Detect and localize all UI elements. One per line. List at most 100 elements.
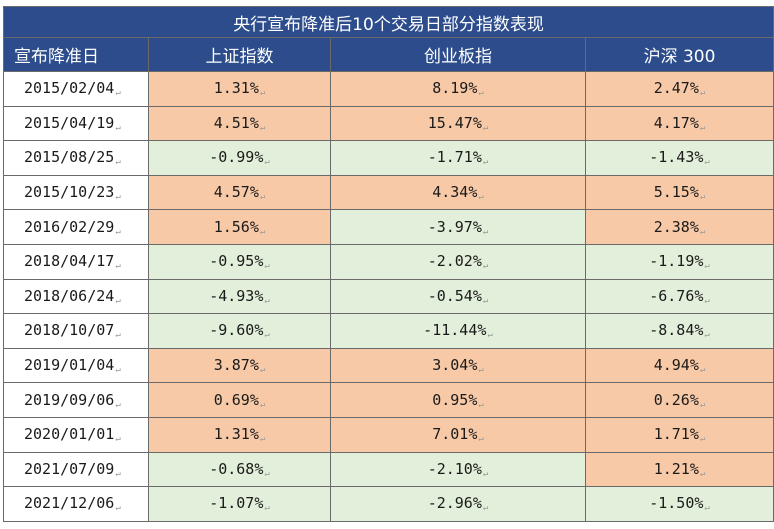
- table-row: 2019/01/04↵ 3.87%↵ 3.04%↵ 4.94%↵: [3, 347, 774, 384]
- cell-value: -1.71%: [427, 148, 482, 167]
- cell-value: 1.31%: [213, 425, 259, 444]
- cell-value: -1.07%: [209, 494, 264, 513]
- table-header-row: 宣布降准日 上证指数 创业板指 沪深 300: [3, 37, 774, 72]
- cell-value: 2.38%: [653, 217, 699, 236]
- paragraph-mark-icon: ↵: [115, 330, 121, 341]
- paragraph-mark-icon: ↵: [704, 261, 710, 272]
- paragraph-mark-icon: ↵: [482, 468, 489, 479]
- date-cell: 2015/10/23↵: [3, 174, 149, 211]
- column-header-hs300: 沪深 300: [584, 37, 774, 72]
- cell-value: 5.15%: [653, 183, 699, 202]
- paragraph-mark-icon: ↵: [259, 88, 266, 99]
- paragraph-mark-icon: ↵: [259, 226, 266, 237]
- cell-value: 1.31%: [213, 79, 259, 98]
- hs300-cell: 0.26%↵: [584, 382, 774, 418]
- paragraph-mark-icon: ↵: [115, 399, 121, 410]
- chinext-cell: -3.97%↵: [330, 209, 586, 245]
- cell-value: -4.93%: [209, 286, 264, 305]
- cell-value: 2019/01/04: [24, 356, 115, 375]
- paragraph-mark-icon: ↵: [699, 434, 706, 445]
- paragraph-mark-icon: ↵: [699, 122, 706, 133]
- hs300-cell: -6.76%↵: [584, 278, 774, 315]
- cell-value: 0.69%: [213, 390, 259, 409]
- cell-value: 4.57%: [213, 183, 259, 202]
- date-cell: 2018/06/24↵: [3, 278, 149, 315]
- cell-value: 1.71%: [653, 425, 699, 444]
- paragraph-mark-icon: ↵: [699, 468, 706, 479]
- date-cell: 2018/04/17↵: [3, 243, 149, 280]
- table-row: 2019/09/06↵ 0.69%↵ 0.95%↵ 0.26%↵: [3, 382, 774, 418]
- cell-value: -1.19%: [649, 252, 704, 271]
- hs300-cell: 4.17%↵: [584, 105, 774, 142]
- shanghai-cell: -4.93%↵: [148, 278, 331, 315]
- paragraph-mark-icon: ↵: [704, 330, 710, 341]
- cell-value: 7.01%: [432, 425, 478, 444]
- paragraph-mark-icon: ↵: [115, 192, 121, 203]
- cell-value: -0.95%: [209, 252, 264, 271]
- paragraph-mark-icon: ↵: [482, 295, 489, 306]
- cell-value: -0.99%: [209, 148, 264, 167]
- cell-value: -1.43%: [649, 148, 704, 167]
- paragraph-mark-icon: ↵: [115, 434, 121, 445]
- cell-value: 2015/04/19: [24, 113, 115, 132]
- cell-value: 1.56%: [213, 217, 259, 236]
- cell-value: -0.68%: [209, 459, 264, 478]
- chinext-cell: 3.04%↵: [330, 347, 586, 384]
- cell-value: 2015/10/23: [24, 183, 115, 202]
- date-cell: 2015/02/04↵: [3, 71, 149, 107]
- paragraph-mark-icon: ↵: [115, 88, 121, 99]
- table-row: 2015/10/23↵ 4.57%↵ 4.34%↵ 5.15%↵: [3, 174, 774, 211]
- hs300-cell: -8.84%↵: [584, 313, 774, 349]
- cell-value: 15.47%: [427, 113, 482, 132]
- paragraph-mark-icon: ↵: [478, 192, 484, 203]
- paragraph-mark-icon: ↵: [264, 295, 270, 306]
- shanghai-cell: 1.31%↵: [148, 416, 331, 453]
- chinext-cell: -0.54%↵: [330, 278, 586, 315]
- table-title: 央行宣布降准后10个交易日部分指数表现: [2, 6, 774, 38]
- cell-value: -0.54%: [427, 286, 482, 305]
- cell-value: 0.95%: [432, 390, 478, 409]
- hs300-cell: -1.19%↵: [584, 243, 774, 280]
- paragraph-mark-icon: ↵: [115, 226, 121, 237]
- paragraph-mark-icon: ↵: [704, 503, 710, 514]
- cell-value: 2021/12/06: [24, 494, 115, 513]
- table-row: 2018/04/17↵ -0.95%↵ -2.02%↵ -1.19%↵: [3, 243, 774, 280]
- table-title-row: 央行宣布降准后10个交易日部分指数表现: [2, 6, 774, 38]
- index-performance-table: 央行宣布降准后10个交易日部分指数表现 宣布降准日 上证指数 创业板指 沪深 3…: [2, 6, 774, 522]
- paragraph-mark-icon: ↵: [115, 122, 121, 133]
- shanghai-cell: 4.57%↵: [148, 174, 331, 211]
- cell-value: 2020/01/01: [24, 425, 115, 444]
- paragraph-mark-icon: ↵: [704, 157, 710, 168]
- date-cell: 2015/08/25↵: [3, 140, 149, 176]
- paragraph-mark-icon: ↵: [478, 399, 484, 410]
- hs300-cell: 1.71%↵: [584, 416, 774, 453]
- cell-value: 4.51%: [213, 113, 259, 132]
- date-cell: 2018/10/07↵: [3, 313, 149, 349]
- shanghai-cell: -9.60%↵: [148, 313, 331, 349]
- chinext-cell: 15.47%↵: [330, 105, 586, 142]
- paragraph-mark-icon: ↵: [264, 157, 270, 168]
- cell-value: -2.02%: [427, 252, 482, 271]
- cell-value: -2.96%: [427, 494, 482, 513]
- cell-value: 2016/02/29: [24, 217, 115, 236]
- paragraph-mark-icon: ↵: [264, 503, 270, 514]
- paragraph-mark-icon: ↵: [264, 468, 270, 479]
- paragraph-mark-icon: ↵: [115, 295, 121, 306]
- chinext-cell: -1.71%↵: [330, 140, 586, 176]
- paragraph-mark-icon: ↵: [699, 365, 706, 376]
- hs300-cell: 2.47%↵: [584, 71, 774, 107]
- table-row: 2021/07/09↵ -0.68%↵ -2.10%↵ 1.21%↵: [3, 451, 774, 488]
- date-cell: 2021/12/06↵: [3, 486, 149, 522]
- hs300-cell: -1.43%↵: [584, 140, 774, 176]
- table-row: 2021/12/06↵ -1.07%↵ -2.96%↵ -1.50%↵: [3, 486, 774, 522]
- paragraph-mark-icon: ↵: [478, 365, 484, 376]
- hs300-cell: 1.21%↵: [584, 451, 774, 488]
- top-margin: [0, 0, 774, 6]
- cell-value: -2.10%: [427, 459, 482, 478]
- table-body: 2015/02/04↵ 1.31%↵ 8.19%↵ 2.47%↵ 2015/04/19↵…: [3, 71, 774, 522]
- cell-value: -8.84%: [649, 321, 704, 340]
- paragraph-mark-icon: ↵: [259, 399, 266, 410]
- paragraph-mark-icon: ↵: [482, 261, 489, 272]
- table-row: 2015/02/04↵ 1.31%↵ 8.19%↵ 2.47%↵: [3, 71, 774, 107]
- paragraph-mark-icon: ↵: [259, 365, 266, 376]
